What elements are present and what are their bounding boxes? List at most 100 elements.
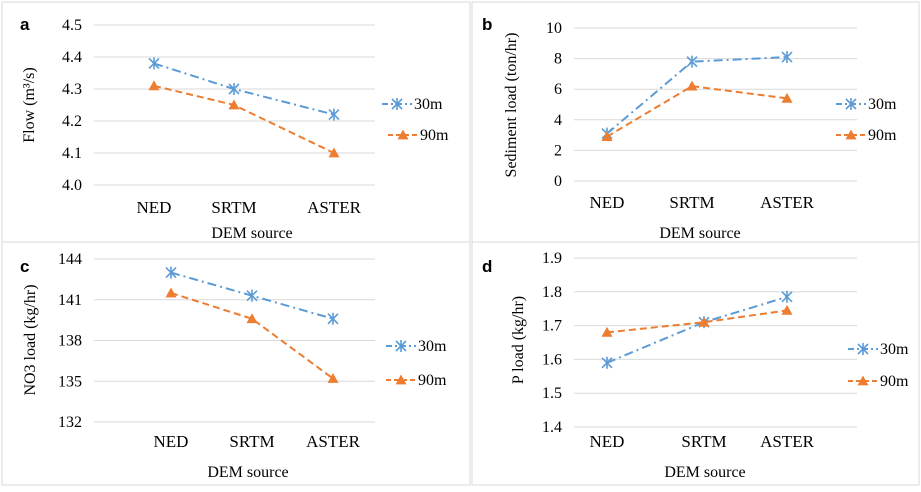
y-tick-label: 132 [58,414,82,431]
data-point-30m [165,266,177,279]
y-axis-title: NO3 load (kg/hr) [22,284,39,395]
legend-entry-90m: 90m [388,127,449,144]
y-axis-title: P load (kg/hr) [510,296,527,384]
y-tick-label: 144 [58,251,82,268]
legend-marker [857,375,869,386]
y-tick-label: 4.5 [62,17,82,34]
y-tick-label: 4.3 [62,81,82,98]
legend-marker [395,340,407,352]
x-axis-title: DEM source [211,225,292,242]
data-point-90m [327,373,339,383]
legend-marker [845,129,857,140]
legend-entry-30m: 30m [848,341,909,358]
series-line-90m [153,84,335,154]
y-tick-label: 135 [58,373,82,390]
y-tick-label: 4.0 [62,177,82,194]
data-point-90m [601,131,613,142]
series-line-90m [170,292,334,380]
data-point-90m [228,99,240,110]
panel-letter: a [20,15,30,34]
x-axis-title: DEM source [659,225,740,242]
legend-label: 30m [880,341,909,358]
legend-label: 90m [868,127,897,144]
series-line-30m [606,56,788,135]
data-point-30m [246,289,258,302]
legend-entry-90m: 90m [386,372,447,389]
data-point-30m [148,57,160,70]
y-axis-title: Flow (m³/s) [21,67,38,142]
y-tick-label: 8 [554,51,562,68]
data-point-90m [601,326,613,337]
series-line-90m [606,309,788,334]
y-tick-label: 1.7 [542,318,562,335]
y-tick-label: 4.1 [62,145,82,162]
legend-entry-30m: 30m [386,338,447,355]
legend-marker [857,343,869,355]
y-tick-label: 4.4 [62,49,82,66]
x-tick-label: ASTER [760,432,815,451]
data-point-90m [246,313,258,324]
chart-panel-d: 1.4 1.5 1.6 1.7 1.8 1.9 NED SRTM ASTER DEM source… [471,241,920,486]
data-point-90m [781,304,793,315]
panel-letter: c [20,257,29,276]
legend-entry-30m: 30m [836,96,897,113]
y-tick-label: 6 [554,81,562,98]
data-point-30m [327,312,339,325]
legend-marker [391,98,403,110]
x-axis-title: DEM source [207,464,288,481]
legend-marker [845,98,857,110]
panel-letter: b [482,15,492,34]
y-tick-label: 10 [546,20,562,37]
x-tick-label: NED [154,432,189,451]
x-tick-label: SRTM [211,198,256,217]
x-axis-title: DEM source [664,464,745,481]
x-tick-label: NED [137,198,172,217]
data-point-90m [148,80,160,91]
y-axis-title: Sediment load (ton/hr) [503,33,520,178]
panel-border [1,241,471,486]
data-point-30m [328,108,340,121]
legend-entry-90m: 90m [836,127,897,144]
chart-panel-b: 0 2 4 6 8 10 NED SRTM ASTER DEM source Sediment lo… [471,1,920,243]
data-point-30m [781,290,793,303]
y-tick-label: 2 [554,142,562,159]
x-tick-label: NED [590,432,625,451]
x-tick-label: SRTM [681,432,726,451]
y-tick-label: 1.5 [542,385,562,402]
legend-entry-90m: 90m [848,373,909,390]
y-tick-label: 4 [554,112,562,129]
legend-label: 30m [414,96,443,113]
series-line-90m [606,85,788,138]
data-point-90m [328,147,340,158]
y-tick-label: 4.2 [62,113,82,130]
x-tick-label: ASTER [307,198,362,217]
legend-entry-30m: 30m [382,96,443,113]
data-point-90m [698,316,710,327]
x-tick-label: NED [590,193,625,212]
legend-label: 90m [880,373,909,390]
legend-marker [397,129,409,140]
data-point-30m [601,356,613,369]
x-tick-label: SRTM [229,432,274,451]
x-tick-label: SRTM [669,193,714,212]
y-tick-label: 1.8 [542,284,562,301]
chart-panel-c: 132 135 138 141 144 NED SRTM ASTER DEM source NO3… [1,241,471,486]
x-tick-label: ASTER [760,193,815,212]
x-tick-label: ASTER [306,432,361,451]
y-tick-label: 0 [554,173,562,190]
panel-letter: d [482,257,492,276]
y-tick-label: 138 [58,333,82,350]
legend-label: 30m [418,338,447,355]
data-point-90m [686,80,698,91]
data-point-90m [165,287,177,298]
y-tick-label: 1.6 [542,351,562,368]
legend-marker [395,374,407,385]
data-point-30m [686,55,698,68]
y-tick-label: 141 [58,292,82,309]
chart-panel-a: 4.0 4.1 4.2 4.3 4.4 4.5 NED SRTM ASTER DEM source… [1,1,471,243]
y-tick-label: 1.4 [542,419,562,436]
legend-label: 90m [420,127,449,144]
legend-label: 90m [418,372,447,389]
